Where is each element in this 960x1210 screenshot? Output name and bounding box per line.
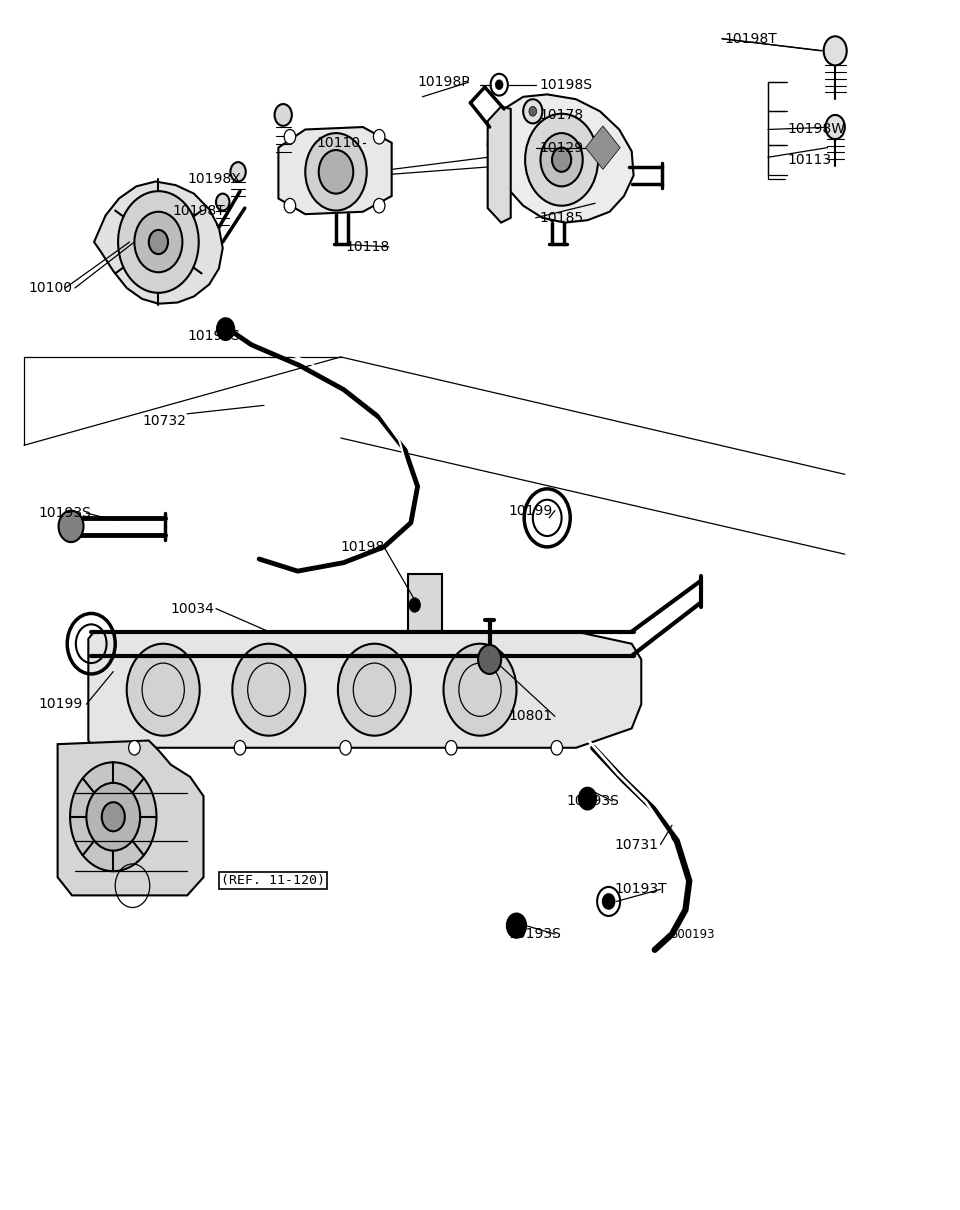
Text: 10731: 10731 bbox=[614, 837, 659, 852]
Circle shape bbox=[523, 99, 542, 123]
Circle shape bbox=[478, 645, 501, 674]
Circle shape bbox=[540, 133, 583, 186]
Circle shape bbox=[319, 150, 353, 194]
Text: 10193S: 10193S bbox=[509, 927, 562, 941]
Text: 10193S: 10193S bbox=[38, 506, 91, 520]
Circle shape bbox=[373, 129, 385, 144]
Circle shape bbox=[234, 741, 246, 755]
Circle shape bbox=[338, 644, 411, 736]
Polygon shape bbox=[88, 632, 641, 748]
Text: 10199: 10199 bbox=[509, 503, 553, 518]
Circle shape bbox=[59, 511, 84, 542]
Text: 10034: 10034 bbox=[171, 601, 215, 616]
Text: 10129: 10129 bbox=[540, 140, 584, 155]
Text: 10110: 10110 bbox=[317, 136, 361, 150]
Text: 10118: 10118 bbox=[346, 240, 390, 254]
Text: 10100: 10100 bbox=[29, 281, 73, 295]
Circle shape bbox=[217, 318, 234, 340]
Circle shape bbox=[409, 598, 420, 612]
Circle shape bbox=[230, 162, 246, 182]
Text: 10193S: 10193S bbox=[566, 794, 619, 808]
Circle shape bbox=[525, 114, 598, 206]
Polygon shape bbox=[58, 741, 204, 895]
Circle shape bbox=[603, 894, 614, 909]
Circle shape bbox=[373, 198, 385, 213]
Polygon shape bbox=[488, 94, 634, 223]
Polygon shape bbox=[278, 127, 392, 214]
Polygon shape bbox=[488, 106, 511, 223]
Polygon shape bbox=[94, 182, 223, 304]
Circle shape bbox=[127, 644, 200, 736]
Circle shape bbox=[70, 762, 156, 871]
Text: 10198: 10198 bbox=[341, 540, 385, 554]
Circle shape bbox=[86, 783, 140, 851]
Circle shape bbox=[129, 741, 140, 755]
Circle shape bbox=[284, 198, 296, 213]
Circle shape bbox=[495, 80, 503, 90]
Circle shape bbox=[149, 230, 168, 254]
Circle shape bbox=[824, 36, 847, 65]
Circle shape bbox=[216, 194, 229, 211]
Text: 10113: 10113 bbox=[787, 152, 831, 167]
Text: 10193S: 10193S bbox=[187, 329, 240, 344]
Circle shape bbox=[579, 788, 596, 809]
Text: 10198T: 10198T bbox=[173, 203, 226, 218]
Circle shape bbox=[134, 212, 182, 272]
Text: (REF. 11-120): (REF. 11-120) bbox=[221, 875, 324, 887]
Circle shape bbox=[507, 914, 526, 938]
Text: 10185: 10185 bbox=[540, 211, 584, 225]
Circle shape bbox=[232, 644, 305, 736]
Circle shape bbox=[102, 802, 125, 831]
Circle shape bbox=[340, 741, 351, 755]
Circle shape bbox=[551, 741, 563, 755]
Circle shape bbox=[118, 191, 199, 293]
Circle shape bbox=[275, 104, 292, 126]
Circle shape bbox=[305, 133, 367, 211]
Circle shape bbox=[444, 644, 516, 736]
Circle shape bbox=[445, 741, 457, 755]
Bar bbox=[408, 574, 442, 632]
Text: 10732: 10732 bbox=[142, 414, 186, 428]
Text: 10198X: 10198X bbox=[187, 172, 241, 186]
Circle shape bbox=[826, 115, 845, 139]
Circle shape bbox=[529, 106, 537, 116]
Text: 10198W: 10198W bbox=[787, 122, 845, 137]
Text: 10198S: 10198S bbox=[540, 77, 592, 92]
Text: 500193: 500193 bbox=[670, 928, 714, 940]
Polygon shape bbox=[586, 126, 620, 169]
Text: 10198T: 10198T bbox=[725, 31, 778, 46]
Text: 10193T: 10193T bbox=[614, 882, 667, 897]
Text: 10801: 10801 bbox=[509, 709, 553, 724]
Circle shape bbox=[552, 148, 571, 172]
Text: 10198P: 10198P bbox=[418, 75, 470, 90]
Circle shape bbox=[284, 129, 296, 144]
Text: 10178: 10178 bbox=[540, 108, 584, 122]
Text: 10199: 10199 bbox=[38, 697, 83, 711]
